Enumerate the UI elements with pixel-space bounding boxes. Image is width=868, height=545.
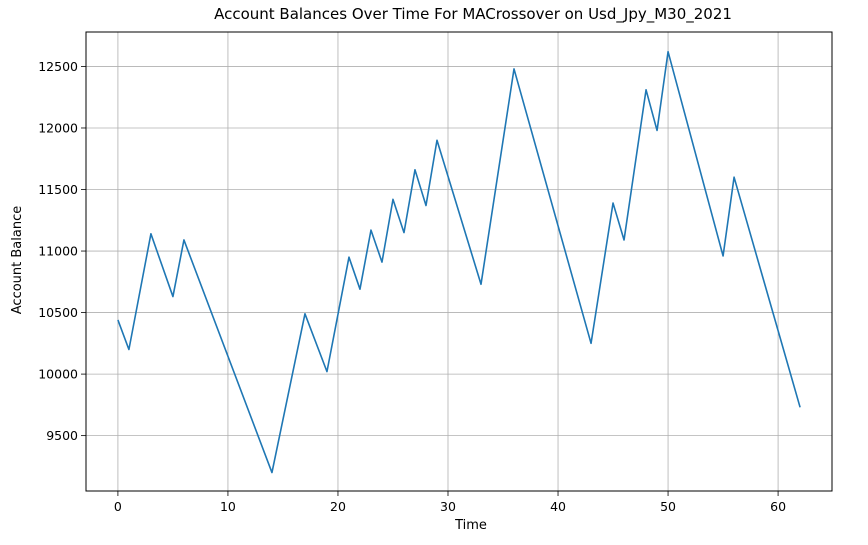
x-tick-label: 60 xyxy=(770,499,786,514)
chart-title: Account Balances Over Time For MACrossov… xyxy=(214,5,732,24)
y-tick-label: 12500 xyxy=(38,59,78,74)
plot-frame xyxy=(85,31,833,492)
x-axis-label: Time xyxy=(454,518,487,533)
y-tick-label: 12000 xyxy=(38,120,78,135)
y-axis: 9500 10000 10500 11000 11500 12000 12500 xyxy=(38,59,86,443)
y-tick-label: 11500 xyxy=(38,182,78,197)
grid xyxy=(86,32,832,491)
x-axis: 0 10 20 30 40 50 60 xyxy=(114,491,786,514)
x-tick-label: 40 xyxy=(550,499,566,514)
y-axis-label: Account Balance xyxy=(10,206,25,314)
x-tick-label: 10 xyxy=(220,499,236,514)
y-tick-label: 10000 xyxy=(38,367,78,382)
series-layer xyxy=(117,50,801,474)
x-tick-label: 30 xyxy=(440,499,456,514)
x-tick-label: 20 xyxy=(330,499,346,514)
series-line xyxy=(117,50,801,474)
x-tick-label: 0 xyxy=(114,499,122,514)
x-tick-label: 50 xyxy=(660,499,676,514)
y-tick-label: 10500 xyxy=(38,305,78,320)
y-tick-label: 11000 xyxy=(38,244,78,259)
y-tick-label: 9500 xyxy=(46,428,78,443)
